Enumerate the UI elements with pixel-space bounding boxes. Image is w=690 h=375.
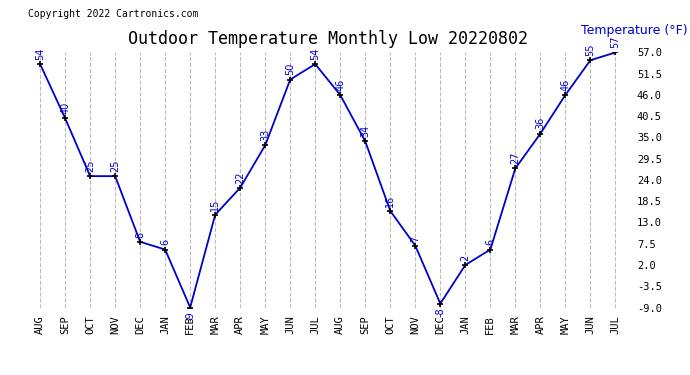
Text: Temperature (°F): Temperature (°F) <box>581 24 688 37</box>
Text: -9: -9 <box>185 312 195 321</box>
Text: 8: 8 <box>135 231 145 238</box>
Text: 22: 22 <box>235 171 245 183</box>
Text: -8: -8 <box>435 308 445 317</box>
Text: 46: 46 <box>560 79 571 91</box>
Text: 6: 6 <box>160 239 170 245</box>
Text: 27: 27 <box>511 152 520 164</box>
Text: 33: 33 <box>260 129 270 141</box>
Text: 25: 25 <box>110 159 120 172</box>
Text: 57: 57 <box>611 36 620 48</box>
Text: 50: 50 <box>285 63 295 75</box>
Text: 34: 34 <box>360 125 371 137</box>
Text: Copyright 2022 Cartronics.com: Copyright 2022 Cartronics.com <box>28 9 198 20</box>
Title: Outdoor Temperature Monthly Low 20220802: Outdoor Temperature Monthly Low 20220802 <box>128 30 528 48</box>
Text: 55: 55 <box>585 44 595 56</box>
Text: 6: 6 <box>485 239 495 245</box>
Text: 54: 54 <box>310 48 320 60</box>
Text: 46: 46 <box>335 79 345 91</box>
Text: 7: 7 <box>411 235 420 242</box>
Text: 2: 2 <box>460 255 471 261</box>
Text: 16: 16 <box>385 195 395 207</box>
Text: 40: 40 <box>60 102 70 114</box>
Text: 54: 54 <box>35 48 45 60</box>
Text: 15: 15 <box>210 198 220 211</box>
Text: 25: 25 <box>85 159 95 172</box>
Text: 36: 36 <box>535 117 545 129</box>
